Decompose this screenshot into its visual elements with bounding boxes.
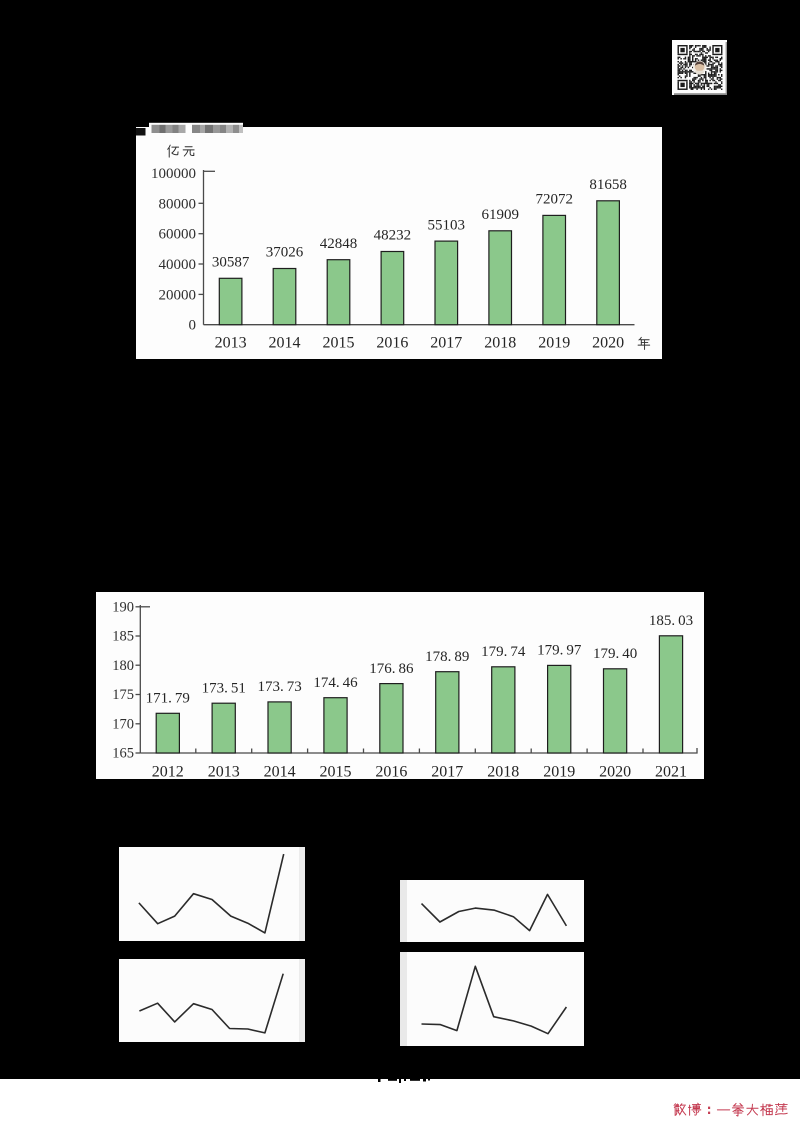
svg-text:185. 03: 185. 03 <box>649 613 693 629</box>
svg-text:2018: 2018 <box>487 763 519 779</box>
svg-text:2018: 2018 <box>484 335 516 352</box>
svg-text:170: 170 <box>112 716 134 732</box>
svg-text:190: 190 <box>112 599 134 615</box>
svg-text:179. 40: 179. 40 <box>593 646 637 662</box>
svg-text:174. 46: 174. 46 <box>313 675 358 691</box>
svg-text:72072: 72072 <box>535 192 573 208</box>
svg-text:178. 89: 178. 89 <box>425 649 469 665</box>
svg-text:37026: 37026 <box>266 245 304 261</box>
svg-text:2020: 2020 <box>599 763 631 779</box>
svg-text:179. 97: 179. 97 <box>537 643 582 659</box>
svg-text:165: 165 <box>112 746 134 762</box>
svg-text:2014: 2014 <box>269 335 301 352</box>
svg-text:2017: 2017 <box>431 763 463 779</box>
svg-text:2021: 2021 <box>655 763 687 779</box>
svg-text:61909: 61909 <box>481 207 519 223</box>
svg-text:2020: 2020 <box>592 335 624 352</box>
svg-text:176. 86: 176. 86 <box>369 661 414 677</box>
svg-text:20000: 20000 <box>159 287 197 303</box>
svg-text:42848: 42848 <box>320 236 358 252</box>
svg-text:179. 74: 179. 74 <box>481 644 526 660</box>
svg-text:180: 180 <box>112 658 134 674</box>
svg-text:2017: 2017 <box>430 335 462 352</box>
svg-text:2019: 2019 <box>538 335 570 352</box>
svg-text:100000: 100000 <box>151 166 196 182</box>
svg-text:2016: 2016 <box>376 335 408 352</box>
svg-text:2015: 2015 <box>323 335 355 352</box>
svg-text:173. 51: 173. 51 <box>202 680 246 696</box>
svg-text:171. 79: 171. 79 <box>146 691 190 707</box>
svg-text:60000: 60000 <box>159 227 197 243</box>
svg-text:2019: 2019 <box>543 763 575 779</box>
svg-text:48232: 48232 <box>374 228 412 244</box>
svg-text:2012: 2012 <box>152 763 184 779</box>
svg-text:80000: 80000 <box>159 196 197 212</box>
svg-text:81658: 81658 <box>589 177 627 193</box>
svg-text:173. 73: 173. 73 <box>257 679 301 695</box>
svg-text:55103: 55103 <box>428 217 466 233</box>
svg-text:2014: 2014 <box>264 763 296 779</box>
svg-text:2016: 2016 <box>375 763 407 779</box>
svg-text:175: 175 <box>112 687 134 703</box>
svg-text:2013: 2013 <box>215 335 247 352</box>
svg-text:185: 185 <box>112 629 134 645</box>
svg-text:40000: 40000 <box>159 257 197 273</box>
svg-text:2015: 2015 <box>320 763 352 779</box>
svg-text:0: 0 <box>189 318 197 334</box>
svg-text:30587: 30587 <box>212 255 250 271</box>
svg-text:2013: 2013 <box>208 763 240 779</box>
